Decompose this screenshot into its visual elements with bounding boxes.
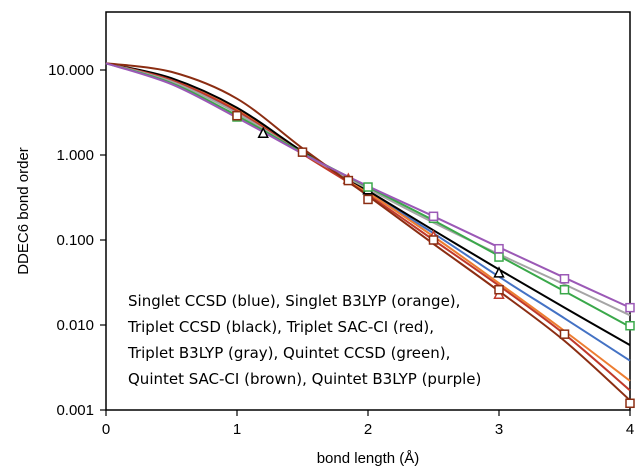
data-point-marker (363, 194, 373, 205)
annotation-line-2: Triplet CCSD (black), Triplet SAC-CI (re… (127, 318, 434, 336)
x-tick-label: 0 (102, 421, 110, 438)
y-axis-ticks: 0.001 0.010 0.100 1.000 10.000 (48, 62, 106, 419)
y-tick-label: 0.100 (56, 232, 94, 249)
data-point-marker (493, 266, 505, 278)
data-point-marker (559, 329, 570, 339)
x-axis-ticks: 0 1 2 3 4 (102, 410, 634, 438)
annotation-line-3: Triplet B3LYP (gray), Quintet CCSD (gree… (127, 344, 450, 362)
data-point-marker (494, 243, 504, 254)
data-point-marker (625, 320, 635, 331)
annotation-line-1: Singlet CCSD (blue), Singlet B3LYP (oran… (128, 292, 460, 310)
data-point-marker (494, 284, 504, 295)
data-point-marker (363, 182, 373, 192)
y-tick-label: 0.010 (56, 317, 94, 334)
x-tick-label: 3 (495, 421, 503, 438)
data-point-marker (257, 126, 269, 139)
data-point-marker (625, 302, 635, 313)
marker-layer (232, 110, 635, 409)
x-tick-label: 1 (233, 421, 241, 438)
data-point-marker (232, 110, 242, 121)
data-point-marker (559, 284, 570, 295)
data-point-marker (625, 398, 635, 409)
data-point-marker (343, 175, 354, 186)
data-point-marker (494, 252, 504, 262)
x-axis-title: bond length (Å) (317, 450, 420, 467)
y-tick-label: 10.000 (48, 62, 94, 79)
data-point-marker (297, 147, 308, 157)
y-axis-title: DDEC6 bond order (15, 147, 32, 275)
data-point-marker (428, 211, 439, 222)
x-tick-label: 2 (364, 421, 372, 438)
data-point-marker (559, 274, 570, 284)
annotation-line-4: Quintet SAC-CI (brown), Quintet B3LYP (p… (128, 370, 481, 388)
y-tick-label: 0.001 (56, 402, 94, 419)
y-tick-label: 1.000 (56, 147, 94, 164)
data-point-marker (428, 235, 439, 245)
x-tick-label: 4 (626, 421, 634, 438)
annotation: Singlet CCSD (blue), Singlet B3LYP (oran… (127, 292, 481, 388)
